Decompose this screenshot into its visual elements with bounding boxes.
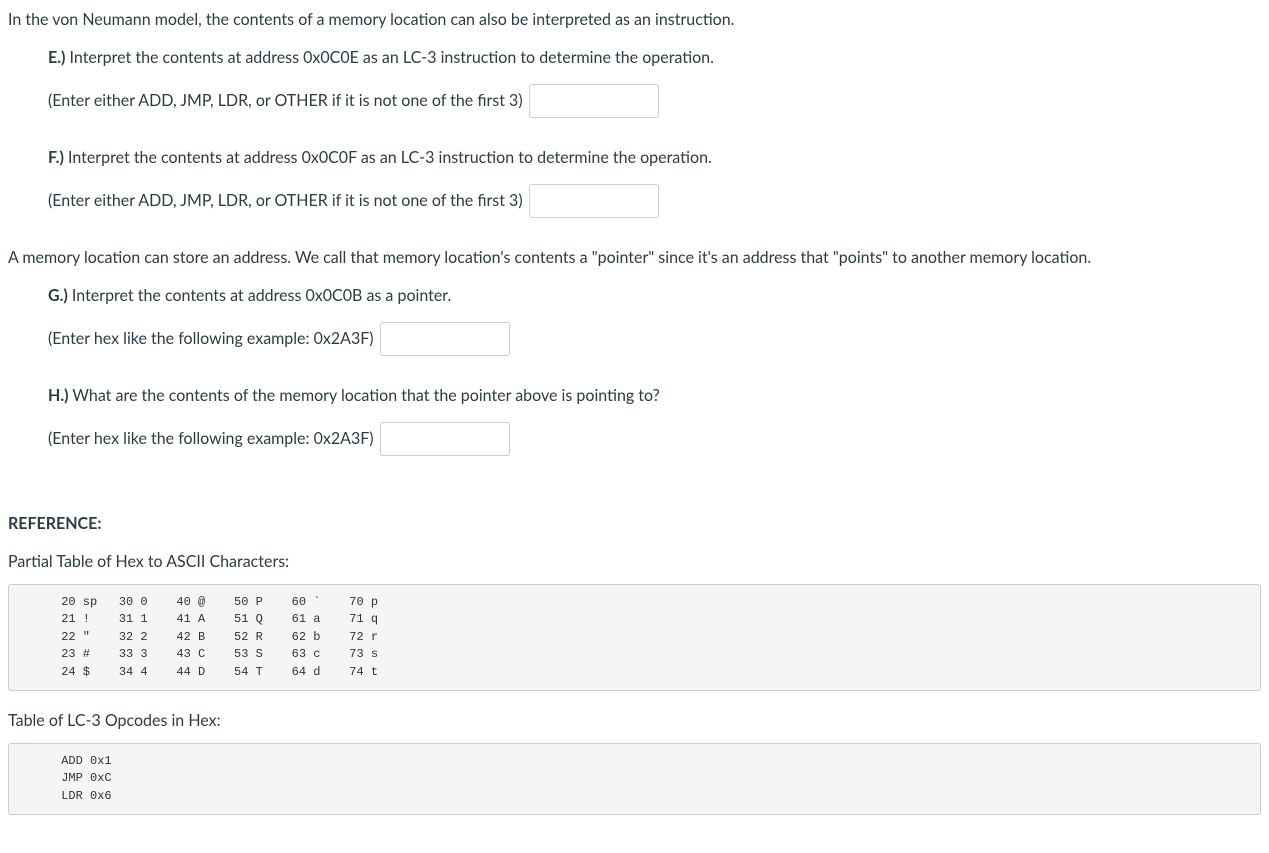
ascii-table-title: Partial Table of Hex to ASCII Characters… [8,550,1261,574]
question-h-text: What are the contents of the memory loca… [72,386,659,405]
question-g-label: G.) [48,286,68,305]
question-h-input[interactable] [380,422,510,456]
reference-heading: REFERENCE: [8,512,1261,536]
question-h-hint: (Enter hex like the following example: 0… [48,429,374,448]
question-f-text: Interpret the contents at address 0x0C0F… [68,148,712,167]
question-f-input[interactable] [529,184,659,218]
question-g-prompt: G.) Interpret the contents at address 0x… [48,284,1261,308]
intro-pointer-text: A memory location can store an address. … [8,246,1261,270]
question-e-hint: (Enter either ADD, JMP, LDR, or OTHER if… [48,91,523,110]
opcode-table: ADD 0x1 JMP 0xC LDR 0x6 [8,743,1261,815]
question-f-label: F.) [48,148,64,167]
ascii-table: 20 sp 30 0 40 @ 50 P 60 ` 70 p 21 ! 31 1… [8,584,1261,691]
question-g-hint: (Enter hex like the following example: 0… [48,329,374,348]
opcode-table-title: Table of LC-3 Opcodes in Hex: [8,709,1261,733]
question-h-label: H.) [48,386,69,405]
question-h-prompt: H.) What are the contents of the memory … [48,384,1261,408]
question-e-prompt: E.) Interpret the contents at address 0x… [48,46,1261,70]
intro-instruction-text: In the von Neumann model, the contents o… [8,8,1261,32]
question-e-input[interactable] [529,84,659,118]
question-e-label: E.) [48,48,65,67]
question-e-text: Interpret the contents at address 0x0C0E… [70,48,714,67]
question-g-input[interactable] [380,322,510,356]
question-g-text: Interpret the contents at address 0x0C0B… [72,286,451,305]
question-f-hint: (Enter either ADD, JMP, LDR, or OTHER if… [48,191,523,210]
question-f-prompt: F.) Interpret the contents at address 0x… [48,146,1261,170]
